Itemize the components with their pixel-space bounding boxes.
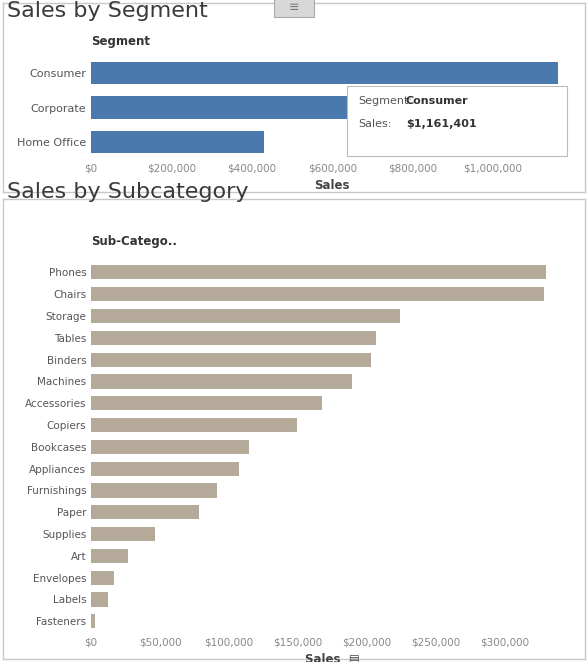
Bar xyxy=(91,374,352,389)
Text: Segment: Segment xyxy=(91,34,150,48)
Bar xyxy=(91,331,376,345)
Bar xyxy=(91,265,546,279)
Text: $1,161,401: $1,161,401 xyxy=(406,119,476,129)
Text: Sales by Segment: Sales by Segment xyxy=(7,1,208,21)
Text: Sales:: Sales: xyxy=(359,119,392,129)
Bar xyxy=(91,571,114,585)
Bar xyxy=(91,483,218,498)
Bar xyxy=(91,62,558,85)
Bar xyxy=(91,527,155,541)
Text: ≡: ≡ xyxy=(277,1,311,15)
Bar xyxy=(91,97,375,118)
X-axis label: Sales: Sales xyxy=(315,179,350,192)
Text: Sub-Catego..: Sub-Catego.. xyxy=(91,234,177,248)
Bar xyxy=(91,592,108,606)
Bar xyxy=(91,505,199,520)
Text: Segment:: Segment: xyxy=(359,96,413,106)
Bar xyxy=(91,440,249,454)
Bar xyxy=(91,614,95,628)
Bar xyxy=(91,461,239,476)
X-axis label: Sales  ▤: Sales ▤ xyxy=(305,653,360,662)
Bar xyxy=(91,130,264,153)
Text: Sales by Subcategory: Sales by Subcategory xyxy=(7,182,249,202)
Bar xyxy=(91,309,399,323)
Bar xyxy=(91,396,322,410)
Bar xyxy=(91,287,544,301)
Bar xyxy=(91,549,129,563)
Bar xyxy=(91,353,372,367)
Bar xyxy=(91,418,297,432)
Text: Consumer: Consumer xyxy=(406,96,469,106)
